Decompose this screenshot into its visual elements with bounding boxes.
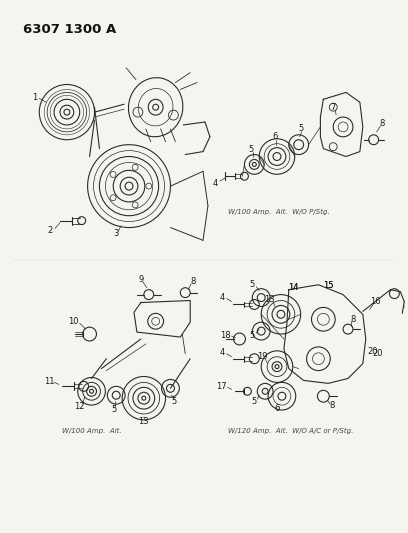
Text: 5: 5 bbox=[249, 145, 254, 154]
Text: 20: 20 bbox=[368, 348, 378, 357]
Text: 15: 15 bbox=[323, 281, 333, 290]
Text: 10: 10 bbox=[69, 317, 79, 326]
Text: 15: 15 bbox=[323, 281, 333, 290]
Text: 13: 13 bbox=[139, 417, 149, 426]
Text: 12: 12 bbox=[75, 401, 85, 410]
Text: 20: 20 bbox=[373, 349, 383, 358]
Text: W/100 Amp.  Alt.  W/O P/Stg.: W/100 Amp. Alt. W/O P/Stg. bbox=[228, 209, 329, 215]
Text: 8: 8 bbox=[350, 315, 356, 324]
Text: 5: 5 bbox=[250, 330, 255, 340]
Text: 1: 1 bbox=[32, 93, 37, 102]
Text: 8: 8 bbox=[380, 119, 385, 128]
Text: W/100 Amp.  Alt.: W/100 Amp. Alt. bbox=[62, 428, 122, 434]
Text: 6: 6 bbox=[274, 403, 279, 413]
Text: 14: 14 bbox=[288, 283, 299, 292]
Text: 14: 14 bbox=[288, 283, 299, 292]
Text: 5: 5 bbox=[252, 397, 257, 406]
Text: 3: 3 bbox=[113, 229, 119, 238]
Text: 5: 5 bbox=[172, 397, 177, 406]
Text: 8: 8 bbox=[191, 277, 196, 286]
Text: 8: 8 bbox=[330, 401, 335, 409]
Text: 13: 13 bbox=[264, 295, 275, 304]
Text: 7: 7 bbox=[330, 103, 336, 112]
Text: 5: 5 bbox=[298, 124, 303, 133]
Text: 4: 4 bbox=[219, 293, 224, 302]
Text: 4: 4 bbox=[219, 348, 224, 357]
Text: W/120 Amp.  Alt.  W/O A/C or P/Stg.: W/120 Amp. Alt. W/O A/C or P/Stg. bbox=[228, 428, 353, 434]
Text: 6: 6 bbox=[272, 132, 278, 141]
Text: 6307 1300 A: 6307 1300 A bbox=[22, 23, 116, 36]
Text: 11: 11 bbox=[44, 377, 54, 386]
Text: 16: 16 bbox=[370, 297, 381, 306]
Text: 4: 4 bbox=[212, 179, 217, 188]
Text: 17: 17 bbox=[216, 382, 227, 391]
Text: 9: 9 bbox=[138, 276, 144, 284]
Text: 2: 2 bbox=[47, 226, 53, 235]
Text: 5: 5 bbox=[250, 280, 255, 289]
Text: 5: 5 bbox=[112, 405, 117, 414]
Text: 19: 19 bbox=[257, 352, 268, 361]
Text: 18: 18 bbox=[220, 330, 231, 340]
